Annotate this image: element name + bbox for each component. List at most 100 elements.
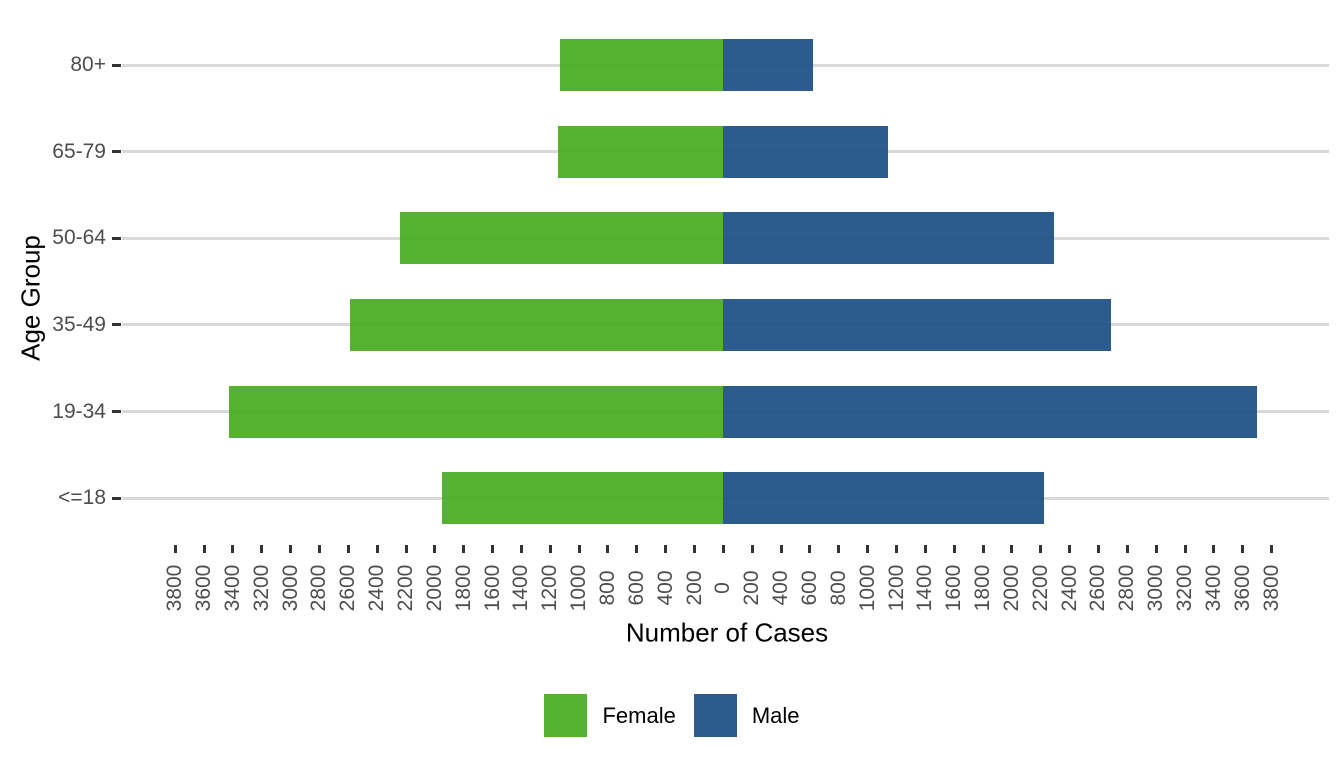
- x-axis-tick-label: 2600: [1086, 564, 1110, 612]
- x-axis-tick-label: 1000: [567, 564, 591, 612]
- x-axis-tick: [1096, 545, 1100, 553]
- y-axis-tick-label: 65-79: [52, 139, 106, 163]
- x-axis-tick: [664, 545, 668, 553]
- x-axis-tick: [1068, 545, 1072, 553]
- x-axis-tick-label: 800: [826, 570, 850, 606]
- bar-male-35-49: [723, 298, 1112, 351]
- y-axis-tick-label: 19-34: [52, 399, 106, 423]
- x-axis-tick-label: 600: [797, 570, 821, 606]
- x-axis-tick: [491, 545, 495, 553]
- x-axis-tick: [721, 545, 725, 553]
- x-axis-tick: [1010, 545, 1014, 553]
- x-axis-tick-label: 1200: [538, 564, 562, 612]
- x-axis-tick-label: 2000: [422, 564, 446, 612]
- x-axis-tick-label: 2400: [365, 564, 389, 612]
- x-axis-tick-label: 1800: [451, 564, 475, 612]
- y-axis-tick: [112, 236, 121, 240]
- x-axis-tick: [548, 545, 552, 553]
- legend-item-male: Male: [693, 694, 800, 737]
- x-axis-tick-label: 3400: [220, 564, 244, 612]
- x-axis-tick: [1125, 545, 1129, 553]
- bar-female-50-64: [400, 212, 724, 265]
- x-axis-tick: [1039, 545, 1043, 553]
- bar-male-65-79: [723, 125, 888, 178]
- x-axis-tick: [260, 545, 264, 553]
- x-axis-tick: [837, 545, 841, 553]
- x-axis-tick-label: 2600: [336, 564, 360, 612]
- x-axis-tick-label: 600: [624, 570, 648, 606]
- x-axis-tick-label: 3200: [249, 564, 273, 612]
- bar-male-50-64: [723, 212, 1054, 265]
- x-axis-tick-label: 3400: [1201, 564, 1225, 612]
- x-axis-tick-label: 1200: [884, 564, 908, 612]
- x-axis-tick-label: 0: [711, 582, 735, 594]
- legend-key-male: [693, 694, 737, 737]
- x-axis-tick-label: 3000: [278, 564, 302, 612]
- x-axis-tick-label: 3800: [1259, 564, 1283, 612]
- x-axis-tick: [173, 545, 177, 553]
- y-axis-tick-label: 50-64: [52, 226, 106, 250]
- x-axis-tick: [289, 545, 293, 553]
- x-axis-tick-label: 1400: [509, 564, 533, 612]
- x-axis-tick: [779, 545, 783, 553]
- x-axis-tick-label: 2200: [1028, 564, 1052, 612]
- x-axis-tick-label: 1400: [913, 564, 937, 612]
- x-axis-tick: [231, 545, 235, 553]
- y-axis-tick: [112, 150, 121, 154]
- x-axis-tick: [1212, 545, 1216, 553]
- legend-key-female: [544, 694, 588, 737]
- x-axis-tick-label: 200: [682, 570, 706, 606]
- legend-label-female: Female: [602, 702, 676, 728]
- x-axis-tick: [433, 545, 437, 553]
- y-axis-tick: [112, 323, 121, 327]
- bar-female-65-79: [557, 125, 724, 178]
- x-axis-tick: [1241, 545, 1245, 553]
- bar-female-80+: [560, 39, 724, 91]
- x-axis-tick: [1154, 545, 1158, 553]
- x-axis-tick-label: 1600: [480, 564, 504, 612]
- x-axis-tick: [952, 545, 956, 553]
- x-axis-tick: [375, 545, 379, 553]
- x-axis-tick: [404, 545, 408, 553]
- x-axis-tick: [1183, 545, 1187, 553]
- y-axis-tick: [112, 63, 121, 67]
- x-axis-tick-label: 3800: [163, 564, 187, 612]
- y-axis-tick-label: 80+: [70, 53, 106, 76]
- x-axis-tick-label: 200: [740, 570, 764, 606]
- x-axis-tick: [895, 545, 898, 553]
- x-axis-tick: [1270, 545, 1274, 553]
- bar-male-<=18: [723, 472, 1044, 525]
- y-axis-title: Age Group: [15, 235, 46, 361]
- bar-male-80+: [723, 39, 813, 91]
- bar-female-<=18: [442, 472, 724, 525]
- x-axis-tick-label: 1000: [855, 564, 879, 612]
- x-axis-tick: [923, 545, 927, 553]
- x-axis-tick-label: 3000: [1144, 564, 1168, 612]
- x-axis-tick: [808, 545, 812, 553]
- x-axis-tick-label: 400: [769, 570, 793, 606]
- y-axis-tick: [112, 496, 121, 500]
- x-axis-tick-label: 400: [653, 570, 677, 606]
- x-axis-tick: [981, 545, 985, 553]
- x-axis-tick-label: 3600: [1230, 564, 1254, 612]
- y-axis-tick-label: 35-49: [52, 312, 106, 336]
- legend-label-male: Male: [751, 702, 800, 728]
- x-axis-tick: [317, 545, 321, 553]
- y-axis-tick-label: <=18: [58, 486, 106, 510]
- x-axis-tick: [606, 545, 610, 553]
- x-axis-tick: [346, 545, 350, 553]
- x-axis-tick-label: 2400: [1057, 564, 1081, 612]
- bar-female-19-34: [228, 385, 724, 438]
- legend-item-female: Female: [544, 694, 676, 737]
- x-axis-tick-label: 2000: [999, 564, 1023, 612]
- x-axis-tick-label: 1600: [942, 564, 966, 612]
- y-axis-tick: [112, 410, 121, 414]
- x-axis-title: Number of Cases: [625, 617, 829, 648]
- x-axis-tick-label: 800: [595, 570, 619, 606]
- x-axis-tick-label: 2800: [307, 564, 331, 612]
- x-axis-tick: [635, 545, 639, 553]
- x-axis-tick: [750, 545, 754, 553]
- x-axis-tick: [693, 545, 697, 553]
- x-axis-tick-label: 3200: [1173, 564, 1197, 612]
